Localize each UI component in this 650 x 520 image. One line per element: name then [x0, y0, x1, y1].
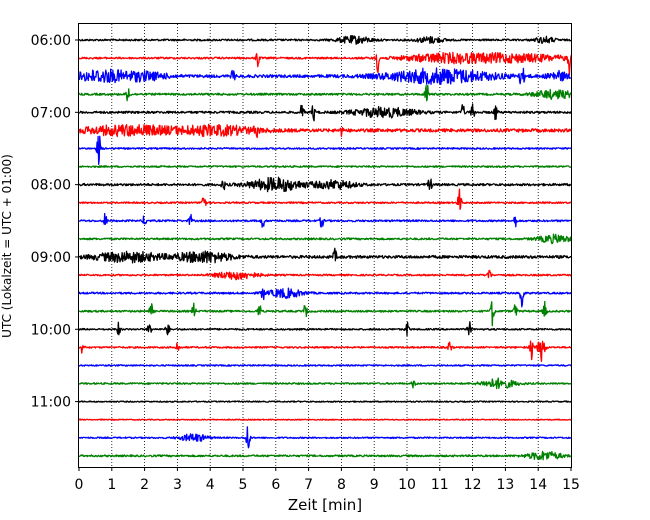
y-axis-label: UTC (Lokalzeit = UTC + 01:00)	[0, 154, 14, 338]
trace-row	[78, 212, 572, 228]
y-tick-label: 07:00	[31, 105, 71, 121]
trace-row	[78, 364, 572, 367]
y-tick-label: 11:00	[31, 395, 71, 411]
y-axis: 06:00 07:00 08:00 09:00 10:00 11:00	[31, 33, 79, 411]
plot-frame	[78, 23, 572, 468]
trace-row	[78, 418, 572, 421]
trace-row	[78, 84, 572, 102]
trace-row	[78, 269, 572, 281]
x-tick-label: 13	[496, 477, 514, 493]
trace-series	[78, 35, 572, 461]
x-tick-label: 5	[239, 477, 248, 493]
x-tick-label: 15	[562, 477, 580, 493]
x-tick-label: 6	[271, 477, 280, 493]
y-tick-label: 09:00	[31, 250, 71, 266]
trace-row	[78, 35, 572, 45]
trace-row	[78, 176, 572, 193]
trace-row	[78, 340, 572, 363]
x-tick-label: 11	[431, 477, 449, 493]
trace-row	[78, 300, 572, 327]
trace-row	[78, 51, 572, 76]
trace-row	[78, 450, 572, 461]
x-tick-label: 7	[304, 477, 313, 493]
y-tick-label: 06:00	[31, 33, 71, 49]
x-tick-label: 4	[206, 477, 215, 493]
trace-row	[78, 287, 572, 308]
trace-row	[78, 188, 572, 210]
trace-row	[78, 247, 572, 264]
x-tick-label: 0	[75, 477, 84, 493]
trace-row	[78, 135, 572, 165]
trace-row	[78, 165, 572, 168]
trace-row	[78, 426, 572, 449]
grid-lines	[111, 24, 539, 467]
x-tick-label: 1	[107, 477, 116, 493]
x-tick-label: 10	[398, 477, 416, 493]
trace-row	[78, 67, 572, 85]
trace-row	[78, 103, 572, 122]
x-tick-label: 8	[337, 477, 346, 493]
x-axis-label: Zeit [min]	[288, 496, 362, 514]
trace-row	[78, 123, 572, 139]
y-tick-label: 10:00	[31, 322, 71, 338]
trace-row	[78, 377, 572, 390]
x-tick-label: 2	[140, 477, 149, 493]
trace-row	[78, 400, 572, 403]
x-tick-label: 12	[464, 477, 482, 493]
y-tick-label: 08:00	[31, 178, 71, 194]
trace-row	[78, 321, 572, 337]
x-axis: 0 1 2 3 4 5 6 7 8 9 10 11 12 13 14 15	[75, 467, 580, 493]
x-tick-label: 9	[370, 477, 379, 493]
x-tick-label: 14	[529, 477, 547, 493]
trace-row	[78, 233, 572, 245]
x-tick-label: 3	[173, 477, 182, 493]
